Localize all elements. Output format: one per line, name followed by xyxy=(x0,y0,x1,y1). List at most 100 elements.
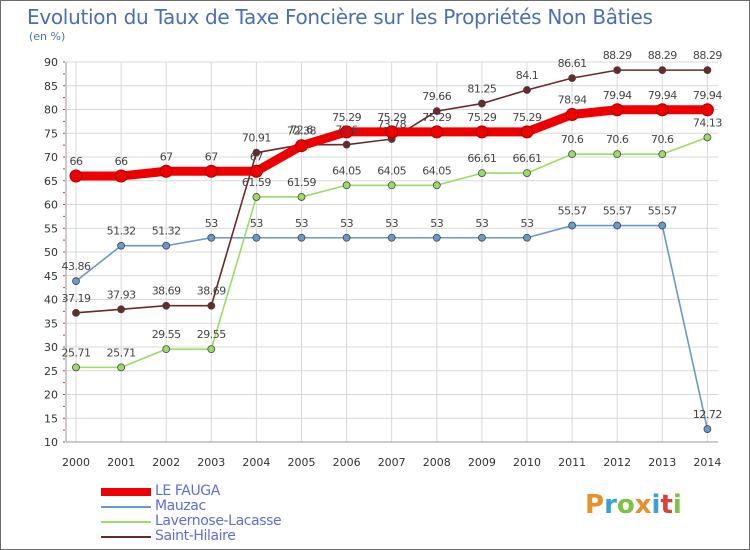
legend-label: Lavernose-Lacasse xyxy=(155,513,282,529)
data-point xyxy=(658,221,667,230)
data-label: 64.05 xyxy=(332,164,361,177)
data-label: 67 xyxy=(250,150,263,163)
data-point xyxy=(432,107,441,116)
x-tick-label: 2014 xyxy=(693,456,721,469)
legend-item: Saint-Hilaire xyxy=(101,528,361,544)
data-label: 38.69 xyxy=(197,285,226,298)
y-tick-label: 85 xyxy=(44,80,58,93)
data-label: 75.29 xyxy=(332,111,361,124)
data-point xyxy=(207,345,216,354)
data-point xyxy=(162,345,171,354)
data-point xyxy=(568,74,576,83)
logo-letter: o xyxy=(616,490,635,520)
data-label: 61.59 xyxy=(287,176,316,189)
data-point xyxy=(69,169,83,183)
data-label: 64.05 xyxy=(422,164,451,177)
data-point xyxy=(658,66,667,75)
data-label: 51.32 xyxy=(107,225,136,238)
data-label: 75.29 xyxy=(377,111,406,124)
data-label: 79.94 xyxy=(603,89,632,102)
data-label: 70.91 xyxy=(242,132,271,145)
data-point xyxy=(162,241,171,250)
data-label: 25.71 xyxy=(62,346,91,359)
data-label: 53 xyxy=(205,217,218,230)
x-tick-label: 2010 xyxy=(513,456,541,469)
data-label: 29.55 xyxy=(152,328,181,341)
x-tick-label: 2001 xyxy=(107,456,135,469)
data-point xyxy=(477,233,486,242)
data-label: 75.29 xyxy=(422,111,451,124)
x-tick-label: 2005 xyxy=(288,456,316,469)
data-label: 84.1 xyxy=(516,69,539,82)
data-point xyxy=(523,86,531,94)
y-tick-label: 65 xyxy=(44,175,58,188)
data-point xyxy=(342,233,351,242)
data-label: 66.61 xyxy=(467,152,496,165)
y-tick-label: 40 xyxy=(44,294,58,307)
data-point xyxy=(385,125,399,139)
data-point xyxy=(117,363,125,372)
data-label: 79.66 xyxy=(422,90,451,103)
series-saint-hilaire xyxy=(72,66,712,317)
x-tick-label: 2008 xyxy=(423,456,451,469)
data-point xyxy=(613,66,622,75)
x-tick-label: 2011 xyxy=(558,456,586,469)
data-label: 70.6 xyxy=(606,133,629,146)
data-label: 53 xyxy=(250,217,263,230)
legend-swatch xyxy=(101,536,151,538)
y-tick-label: 70 xyxy=(44,151,58,164)
data-label: 81.25 xyxy=(467,83,496,96)
data-label: 61.59 xyxy=(242,176,271,189)
data-label: 88.29 xyxy=(603,49,632,62)
x-tick-label: 2003 xyxy=(197,456,225,469)
data-point xyxy=(207,301,216,310)
x-tick-label: 2012 xyxy=(603,456,631,469)
data-label: 66 xyxy=(115,155,128,168)
logo-letter: r xyxy=(604,490,617,520)
data-label: 70.6 xyxy=(561,133,584,146)
data-point xyxy=(252,233,261,242)
data-point xyxy=(523,233,531,242)
data-point xyxy=(249,164,263,178)
data-point xyxy=(568,221,576,230)
data-point xyxy=(387,181,396,190)
legend-swatch xyxy=(101,506,151,508)
data-label: 64.05 xyxy=(377,164,406,177)
data-label: 74.13 xyxy=(693,116,722,129)
data-point xyxy=(72,363,80,372)
data-label: 37.93 xyxy=(107,288,136,301)
data-label: 72.38 xyxy=(287,125,316,138)
chart-legend: LE FAUGA Mauzac Lavernose-Lacasse Saint-Hil… xyxy=(101,483,361,544)
y-tick-label: 80 xyxy=(44,104,58,117)
data-point xyxy=(342,140,351,149)
data-label: 79.94 xyxy=(693,89,722,102)
proxiti-logo: Proxiti xyxy=(585,490,682,520)
y-tick-label: 45 xyxy=(44,270,58,283)
y-tick-label: 10 xyxy=(44,436,58,449)
data-point xyxy=(430,125,444,139)
legend-swatch xyxy=(101,521,151,523)
data-label: 29.55 xyxy=(197,328,226,341)
x-tick-label: 2013 xyxy=(648,456,676,469)
y-tick-label: 20 xyxy=(44,389,58,402)
legend-swatch xyxy=(101,488,151,496)
data-point xyxy=(703,133,712,142)
data-label: 66.61 xyxy=(513,152,542,165)
y-tick-label: 35 xyxy=(44,317,58,330)
legend-label: Mauzac xyxy=(155,498,206,514)
data-label: 67 xyxy=(205,150,218,163)
data-label: 75.29 xyxy=(513,111,542,124)
y-tick-label: 60 xyxy=(44,199,58,212)
data-label: 38.69 xyxy=(152,285,181,298)
data-label: 55.57 xyxy=(558,205,587,218)
data-point xyxy=(295,139,308,153)
data-point xyxy=(207,233,216,242)
legend-item: Lavernose-Lacasse xyxy=(101,513,361,529)
data-point xyxy=(340,125,354,139)
logo-letter: i xyxy=(651,490,661,520)
data-label: 88.29 xyxy=(648,49,677,62)
x-tick-label: 2004 xyxy=(242,456,270,469)
data-label: 78.94 xyxy=(558,94,587,107)
data-point xyxy=(613,221,622,230)
